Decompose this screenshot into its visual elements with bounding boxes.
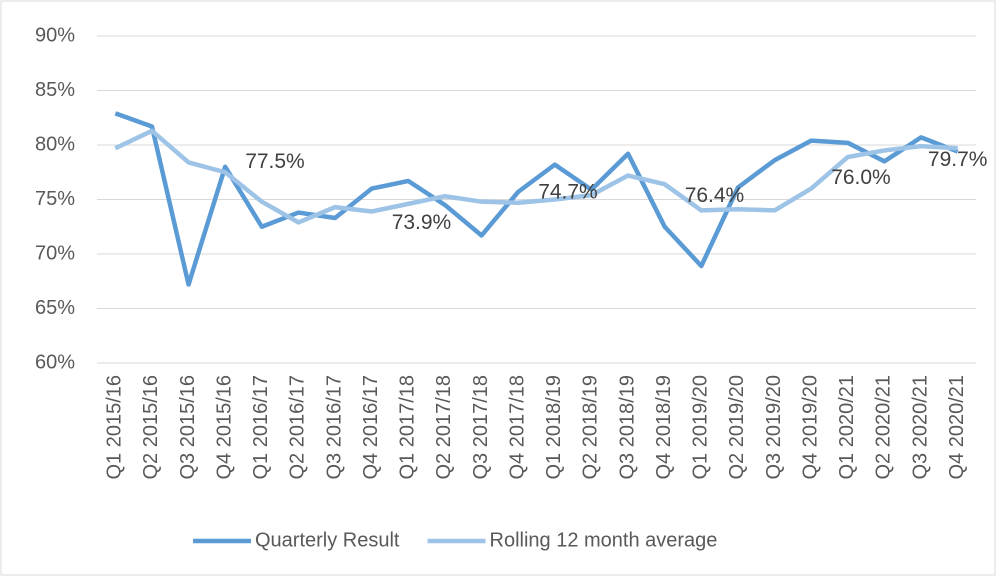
x-tick-label: Q2 2015/16 [140, 375, 162, 480]
x-tick-label: Q1 2015/16 [104, 375, 126, 480]
series-line [114, 128, 958, 225]
x-tick-label: Q4 2019/20 [799, 375, 821, 480]
data-label: 74.7% [538, 180, 598, 203]
data-label: 73.9% [392, 211, 452, 234]
x-tick-label: Q3 2020/21 [909, 375, 931, 480]
data-label: 79.7% [928, 148, 988, 171]
y-tick-label: 80% [35, 133, 75, 155]
legend-label: Rolling 12 month average [490, 529, 718, 551]
x-tick-label: Q2 2020/21 [873, 375, 895, 480]
x-tick-label: Q1 2020/21 [836, 375, 858, 480]
x-tick-label: Q4 2016/17 [360, 375, 382, 480]
x-tick-label: Q1 2018/19 [543, 375, 565, 480]
x-tick-label: Q4 2020/21 [946, 375, 968, 480]
x-tick-label: Q1 2019/20 [690, 375, 712, 480]
x-tick-label: Q4 2015/16 [213, 375, 235, 480]
x-tick-label: Q3 2018/19 [616, 375, 638, 480]
x-tick-label: Q3 2017/18 [470, 375, 492, 480]
data-label: 77.5% [245, 150, 305, 173]
x-tick-label: Q4 2018/19 [653, 375, 675, 480]
data-label: 76.4% [685, 184, 745, 207]
y-tick-label: 75% [35, 188, 75, 210]
y-tick-label: 85% [35, 79, 75, 101]
x-tick-label: Q3 2015/16 [177, 375, 199, 480]
x-tick-label: Q1 2016/17 [250, 375, 272, 480]
x-tick-label: Q2 2019/20 [726, 375, 748, 480]
y-tick-label: 60% [35, 351, 75, 373]
x-tick-label: Q3 2016/17 [323, 375, 345, 480]
y-tick-label: 90% [35, 24, 75, 46]
series-line [114, 111, 959, 287]
y-tick-label: 65% [35, 297, 75, 319]
y-tick-label: 70% [35, 242, 75, 264]
x-tick-label: Q2 2016/17 [287, 375, 309, 480]
x-tick-label: Q4 2017/18 [506, 375, 528, 480]
data-label: 76.0% [831, 166, 891, 189]
x-tick-label: Q2 2018/19 [580, 375, 602, 480]
x-tick-label: Q2 2017/18 [433, 375, 455, 480]
x-tick-label: Q1 2017/18 [397, 375, 419, 480]
legend-label: Quarterly Result [255, 529, 400, 551]
x-tick-label: Q3 2019/20 [763, 375, 785, 480]
